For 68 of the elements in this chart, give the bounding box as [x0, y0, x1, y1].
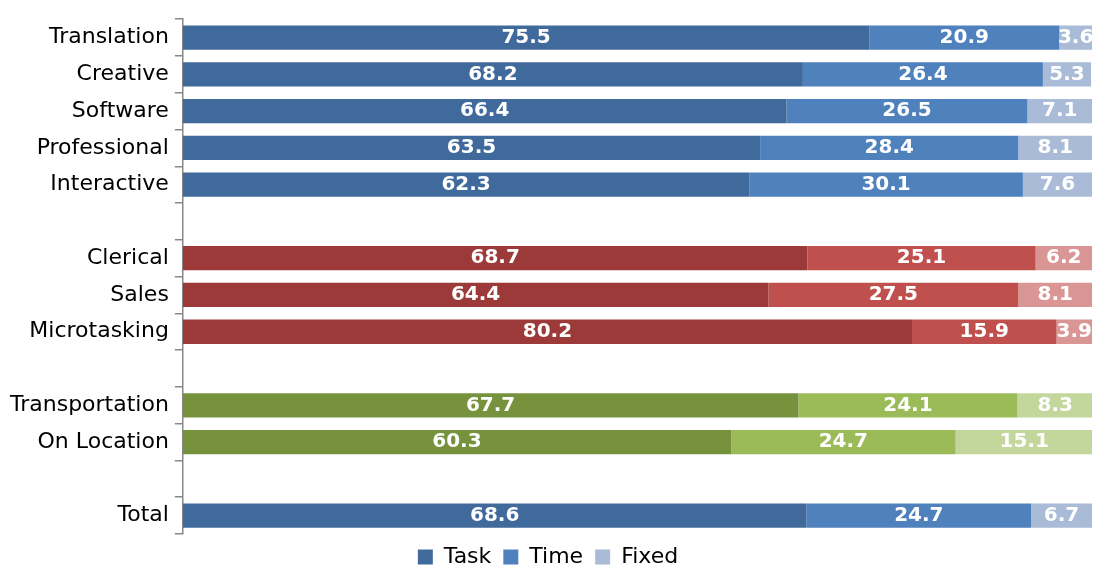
- data-label: 24.7: [894, 501, 944, 526]
- data-label: 5.3: [1049, 60, 1085, 85]
- data-label: 64.4: [450, 281, 501, 306]
- bar: [182, 393, 799, 418]
- data-label: 20.9: [939, 23, 989, 48]
- legend-label: Task: [442, 542, 492, 568]
- bar: [768, 282, 1019, 308]
- y-tick-label: Microtasking: [29, 317, 169, 343]
- bar: [869, 25, 1060, 50]
- data-label: 68.6: [470, 501, 520, 526]
- data-label: 63.5: [446, 134, 497, 159]
- bar: [798, 393, 1018, 418]
- data-label: 8.1: [1037, 281, 1073, 306]
- data-label: 80.2: [522, 317, 573, 342]
- bar: [182, 429, 732, 455]
- data-label: 26.4: [898, 60, 948, 85]
- data-label: 68.2: [468, 60, 518, 85]
- data-label: 68.7: [470, 244, 520, 269]
- data-label: 75.5: [501, 23, 551, 48]
- bar: [786, 98, 1028, 124]
- y-tick-label: Clerical: [87, 243, 169, 269]
- bar: [806, 503, 1032, 528]
- y-tick-label: Software: [71, 96, 169, 122]
- data-label: 30.1: [861, 170, 911, 195]
- y-tick-label: Interactive: [50, 170, 169, 196]
- data-label: 27.5: [868, 281, 919, 306]
- data-label: 66.4: [460, 97, 510, 122]
- data-label: 8.3: [1037, 391, 1073, 416]
- data-label: 28.4: [864, 134, 914, 159]
- y-tick-label: Creative: [76, 60, 169, 86]
- bar: [731, 429, 956, 455]
- data-label: 60.3: [432, 428, 482, 453]
- y-tick-label: Sales: [110, 280, 169, 306]
- data-label: 6.2: [1046, 244, 1082, 269]
- bar: [182, 282, 769, 308]
- data-label: 3.9: [1056, 317, 1092, 342]
- legend-label: Time: [528, 542, 584, 568]
- data-label: 7.1: [1042, 97, 1078, 122]
- data-label: 6.7: [1043, 501, 1080, 526]
- data-label: 24.1: [883, 391, 933, 416]
- data-label: 3.6: [1057, 23, 1094, 48]
- data-label: 67.7: [465, 391, 516, 416]
- data-label: 15.1: [999, 428, 1049, 453]
- bar: [182, 25, 870, 50]
- bar: [749, 172, 1023, 197]
- y-tick-label: On Location: [37, 427, 169, 453]
- bar: [807, 246, 1036, 271]
- bar: [182, 246, 808, 271]
- y-tick-label: Translation: [47, 23, 169, 49]
- data-label: 24.7: [818, 428, 869, 453]
- legend-label: Fixed: [621, 542, 679, 568]
- bar: [182, 319, 912, 344]
- data-label: 25.1: [896, 244, 947, 269]
- data-label: 62.3: [441, 170, 491, 195]
- y-tick-label: Professional: [36, 133, 169, 159]
- bar: [182, 135, 761, 161]
- bar: [182, 503, 807, 528]
- data-label: 7.6: [1039, 170, 1076, 195]
- bar: [182, 172, 750, 197]
- data-label: 8.1: [1037, 134, 1073, 159]
- data-label: 15.9: [959, 317, 1009, 342]
- bar: [760, 135, 1019, 161]
- bar: [802, 62, 1043, 87]
- bar: [182, 98, 787, 124]
- y-tick-label: Transportation: [9, 391, 169, 417]
- bar: [182, 62, 803, 87]
- data-label: 26.5: [882, 97, 932, 122]
- y-tick-label: Total: [116, 501, 169, 527]
